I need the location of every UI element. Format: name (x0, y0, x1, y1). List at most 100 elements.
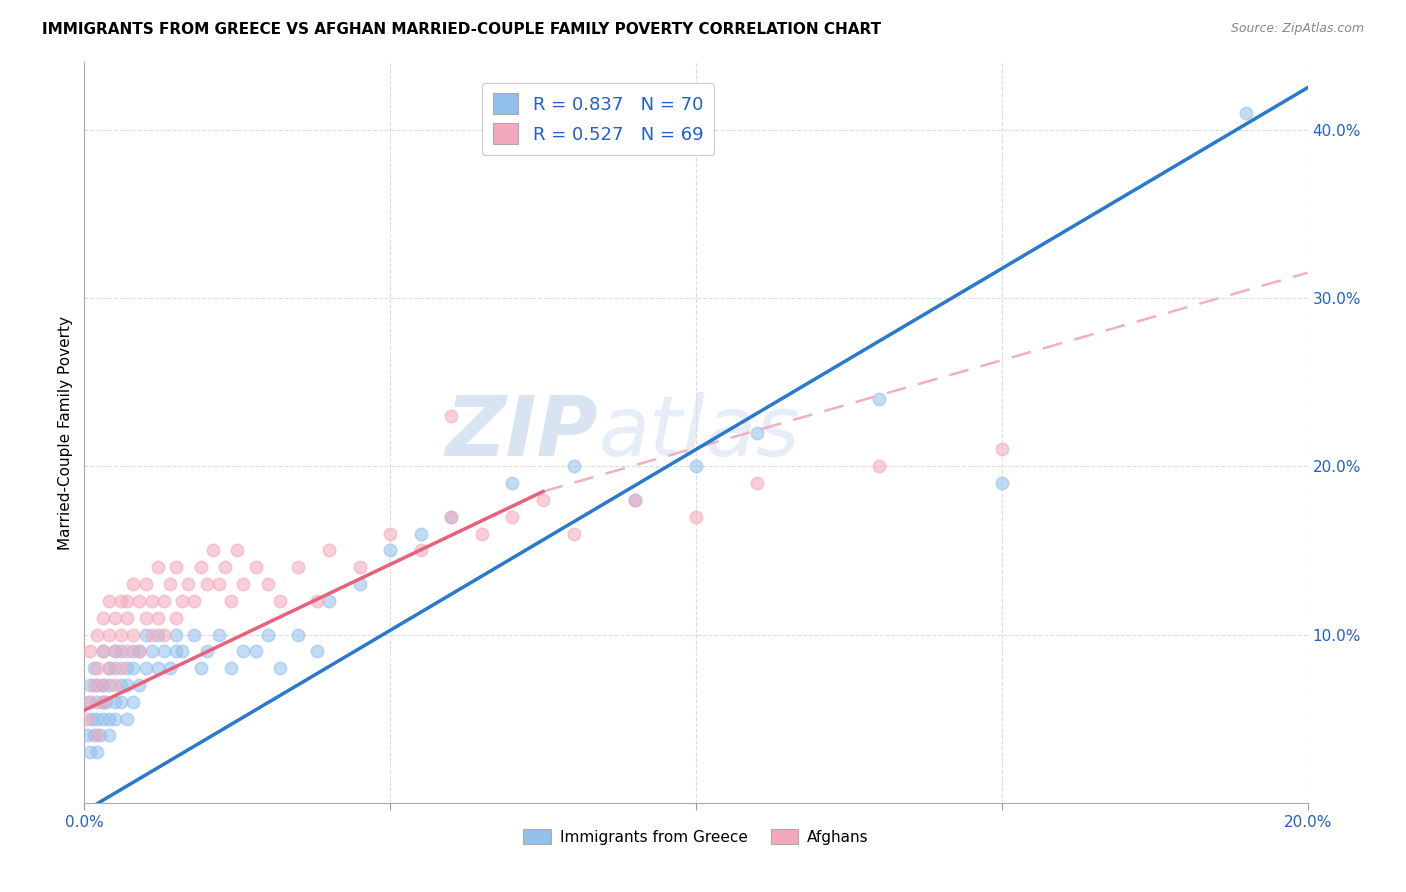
Point (104, 610, 127, 624)
Point (110, 627, 132, 641)
Point (97, 627, 120, 641)
Point (380, 543, 402, 558)
Point (685, 509, 707, 524)
Point (141, 627, 163, 641)
Point (80, 712, 103, 726)
Point (115, 594, 138, 608)
Point (97, 661, 120, 675)
Point (97, 678, 120, 692)
Point (91, 678, 114, 692)
Point (172, 644, 194, 658)
Point (79, 644, 101, 658)
Point (135, 627, 157, 641)
Point (440, 409, 463, 423)
Point (83, 661, 105, 675)
Point (91, 610, 114, 624)
Point (110, 594, 132, 608)
Point (349, 577, 371, 591)
Point (502, 476, 524, 491)
Legend: Immigrants from Greece, Afghans: Immigrants from Greece, Afghans (517, 822, 875, 851)
Point (177, 577, 200, 591)
Point (122, 695, 145, 709)
Point (257, 577, 280, 591)
Point (77, 695, 100, 709)
Point (104, 712, 127, 726)
Point (104, 661, 127, 675)
Point (122, 627, 145, 641)
Point (747, 425, 769, 440)
Point (115, 610, 138, 624)
Point (91, 695, 114, 709)
Point (165, 560, 187, 574)
Point (165, 627, 187, 641)
Point (869, 459, 891, 474)
Point (153, 644, 176, 658)
Point (183, 627, 205, 641)
Point (146, 560, 169, 574)
Point (104, 695, 127, 709)
Point (219, 594, 242, 608)
Point (94, 695, 117, 709)
Point (624, 492, 647, 507)
Point (562, 526, 585, 541)
Point (115, 661, 138, 675)
Point (128, 678, 150, 692)
Point (232, 644, 254, 658)
Point (128, 594, 150, 608)
Point (110, 678, 132, 692)
Point (232, 577, 254, 591)
Point (97, 712, 120, 726)
Point (380, 526, 402, 541)
Point (318, 543, 340, 558)
Point (86, 661, 108, 675)
Point (183, 594, 205, 608)
Point (110, 644, 132, 658)
Point (91, 695, 114, 709)
Point (89, 729, 111, 743)
Point (471, 526, 494, 541)
Point (201, 543, 224, 558)
Point (531, 492, 554, 507)
Point (83, 678, 105, 692)
Point (349, 560, 371, 574)
Point (409, 526, 432, 541)
Point (214, 560, 236, 574)
Point (153, 594, 176, 608)
Point (115, 678, 138, 692)
Point (128, 644, 150, 658)
Point (91, 644, 114, 658)
Point (159, 661, 181, 675)
Point (624, 492, 647, 507)
Point (1236, 106, 1258, 120)
Point (115, 712, 138, 726)
Point (86, 712, 108, 726)
Point (86, 678, 108, 692)
Point (257, 627, 280, 641)
Point (128, 644, 150, 658)
Point (115, 644, 138, 658)
Point (110, 661, 132, 675)
Point (190, 661, 212, 675)
Point (76, 712, 98, 726)
Point (97, 594, 120, 608)
Point (104, 678, 127, 692)
Point (869, 392, 891, 406)
Point (153, 627, 176, 641)
Point (195, 577, 218, 591)
Point (122, 661, 145, 675)
Text: atlas: atlas (598, 392, 800, 473)
Point (245, 644, 267, 658)
Point (91, 678, 114, 692)
Point (104, 644, 127, 658)
Point (269, 661, 291, 675)
Point (991, 476, 1014, 491)
Point (195, 644, 218, 658)
Point (76, 729, 98, 743)
Point (409, 543, 432, 558)
Point (135, 610, 157, 624)
Point (502, 509, 524, 524)
Text: Source: ZipAtlas.com: Source: ZipAtlas.com (1230, 22, 1364, 36)
Point (305, 594, 328, 608)
Point (165, 644, 187, 658)
Point (190, 560, 212, 574)
